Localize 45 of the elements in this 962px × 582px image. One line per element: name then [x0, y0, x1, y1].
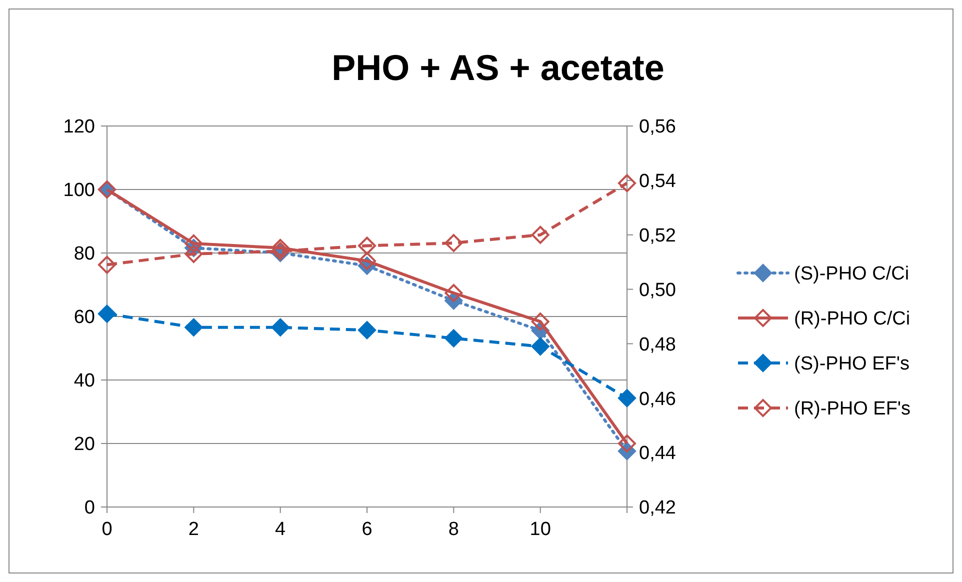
- point: [184, 318, 203, 336]
- chart-title: PHO + AS + acetate: [332, 47, 664, 88]
- x-tick-label: 2: [188, 519, 199, 540]
- y2-tick-label: 0,56: [639, 116, 676, 138]
- point: [358, 321, 376, 340]
- point: [531, 226, 550, 244]
- point: [531, 337, 550, 356]
- y2-tick-label: 0,42: [639, 498, 676, 519]
- y-tick-label: 100: [63, 180, 95, 202]
- legend-label: (S)-PHO C/Ci: [794, 264, 910, 285]
- y2-tick-label: 0,44: [639, 443, 676, 464]
- x-tick-label: 0: [102, 519, 112, 540]
- point: [444, 284, 463, 302]
- point: [618, 434, 636, 452]
- legend-label: (R)-PHO EF's: [794, 398, 911, 420]
- x-tick-label: 6: [362, 519, 372, 540]
- x-tick-label: 10: [530, 519, 551, 540]
- y2-tick-label: 0,52: [639, 226, 676, 247]
- y-tick-label: 80: [74, 244, 95, 265]
- point: [444, 234, 463, 252]
- point: [618, 389, 636, 408]
- legend-label: (S)-PHO EF's: [794, 354, 910, 375]
- point: [358, 236, 376, 255]
- point: [444, 329, 463, 348]
- legend-label: (R)-PHO C/Ci: [794, 308, 910, 330]
- y-tick-label: 60: [74, 307, 95, 328]
- point: [271, 318, 290, 336]
- x-tick-label: 4: [275, 519, 286, 540]
- y-tick-label: 0: [84, 498, 95, 519]
- y2-tick-label: 0,54: [639, 171, 676, 192]
- x-tick-label: 8: [448, 519, 459, 540]
- y2-tick-label: 0,48: [639, 334, 676, 356]
- point: [184, 234, 203, 252]
- point: [98, 304, 116, 323]
- y-tick-label: 20: [74, 434, 95, 456]
- y-tick-label: 120: [63, 116, 95, 138]
- point: [358, 252, 376, 270]
- point: [271, 238, 290, 257]
- point: [98, 256, 116, 274]
- y-tick-label: 40: [74, 370, 95, 392]
- y2-tick-label: 0,46: [639, 388, 676, 410]
- point: [184, 244, 203, 263]
- y2-tick-label: 0,50: [639, 280, 676, 301]
- point: [618, 174, 636, 192]
- point: [531, 312, 550, 331]
